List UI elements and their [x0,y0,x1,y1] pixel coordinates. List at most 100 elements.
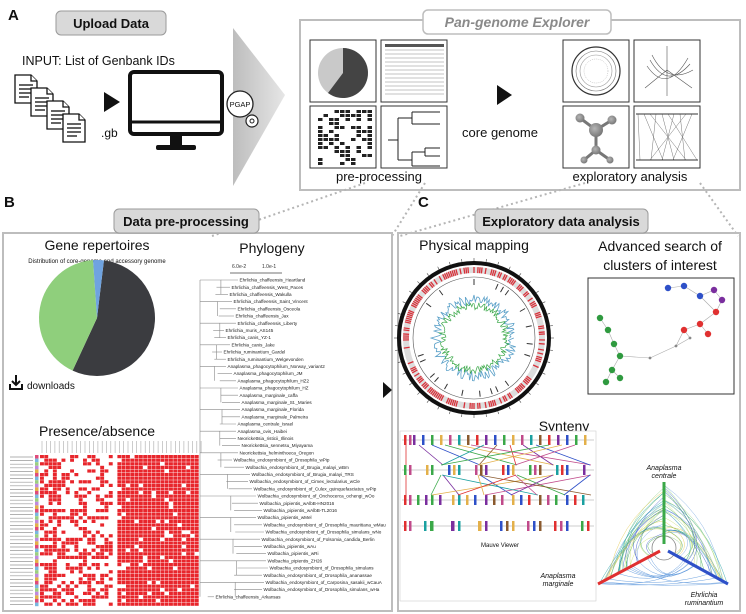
heatmap-cell [126,494,130,498]
heatmap-cell [173,573,178,577]
heatmap-cell [78,595,83,599]
network-node[interactable] [604,326,612,334]
network-edge [675,337,691,347]
heatmap-cell [134,548,139,552]
network-node[interactable] [674,344,678,348]
heatmap-cell [74,505,79,509]
heatmap-cell [147,523,152,527]
network-node[interactable] [680,282,688,290]
heatmap-cell [91,548,96,552]
heatmap-cell [173,555,178,559]
heatmap-cell [138,465,143,469]
circos-outer-ring [397,261,551,415]
heatmap-cell [61,473,66,477]
mauve-block [506,521,509,531]
circos-gene-mark [517,285,523,291]
heatmap-cell [95,530,100,534]
network-node[interactable] [616,352,624,360]
network-node[interactable] [602,378,610,386]
network-node[interactable] [710,286,718,294]
core-genome-label: core genome [462,125,538,140]
heatmap-cell [181,537,186,541]
heatmap-cell [95,487,100,491]
mauve-block [458,495,461,505]
heatmap-cell [83,516,87,520]
heatmap-cell [83,519,87,523]
heatmap-cell [48,570,53,574]
heatmap-row-color [35,527,39,531]
heatmap-cell [113,473,117,477]
heatmap-row-color [35,469,39,473]
tree-leaf-label: Wolbachia_pipientis_ZH26 [268,558,323,563]
heatmap-cell [147,581,152,585]
heatmap-cell [134,519,139,523]
thumb-heat-cell [318,146,323,149]
network-node[interactable] [608,366,616,374]
network-node[interactable] [610,340,618,348]
heatmap-cell [61,501,66,505]
heatmap-cell [143,537,148,541]
heatmap-cell [121,498,126,502]
network-node[interactable] [688,336,692,340]
thumb-heat-cell [351,114,356,117]
heatmap-cell [61,581,66,585]
heatmap-cell [74,555,79,559]
thumb-heat-cell [367,110,372,113]
heatmap-cell [121,548,126,552]
network-node[interactable] [712,308,720,316]
tree-leaf-label: Ehrlichia_chaffeensis_West_Paces [232,285,304,290]
heatmap-cell [61,480,66,484]
heatmap-cell [52,581,57,585]
heatmap-cell [138,516,143,520]
heatmap-cell [52,566,57,570]
heatmap-cell [48,505,53,509]
hive-link [663,488,694,559]
network-node[interactable] [596,314,604,322]
heatmap-cell [87,462,92,466]
tree-leaf-label: Wolbachia_endosymbiont_of_Drosophila_sim… [270,566,375,571]
thumb-heat-cell [367,142,372,145]
heatmap-cell [194,588,199,592]
heatmap-cell [143,584,148,588]
heatmap-cell [190,519,195,523]
heatmap-cell [87,599,92,603]
hive-link [624,562,691,578]
heatmap-cell [113,465,117,469]
circos-gene-mark [447,398,452,405]
heatmap-cell [117,455,122,459]
heatmap-cell [138,512,143,516]
heatmap-cell [100,588,105,592]
heatmap-cell [52,469,57,473]
heatmap-cell [91,469,96,473]
phylogeny-tree: Ehrlichia_chaffeensis_HeartlandEhrlichia… [199,278,386,599]
network-node[interactable] [704,330,712,338]
heatmap-cell [164,595,169,599]
heatmap-cell [113,577,117,581]
hive-link [663,484,723,582]
network-node[interactable] [718,296,726,304]
downloads-link[interactable]: downloads [27,381,75,392]
network-node[interactable] [664,284,672,292]
network-node[interactable] [648,356,652,360]
network-node[interactable] [616,374,624,382]
heatmap-cell [104,541,109,545]
download-icon[interactable] [9,375,23,390]
heatmap-cell [143,512,148,516]
heatmap-cell [181,483,186,487]
heatmap-cell [95,548,100,552]
thumb-heat-cell [318,126,323,129]
network-node[interactable] [680,326,688,334]
heatmap-cell [117,512,122,516]
connector-c-right [699,182,739,237]
heatmap-cell [57,566,62,570]
mauve-block [574,495,577,505]
circos-gene-mark [459,268,462,275]
heatmap-cell [177,545,182,549]
heatmap-cell [147,483,152,487]
circos-tick [417,281,420,284]
heatmap-cell [186,602,191,606]
heatmap-cell [113,501,117,505]
network-node[interactable] [696,320,704,328]
network-node[interactable] [696,292,704,300]
